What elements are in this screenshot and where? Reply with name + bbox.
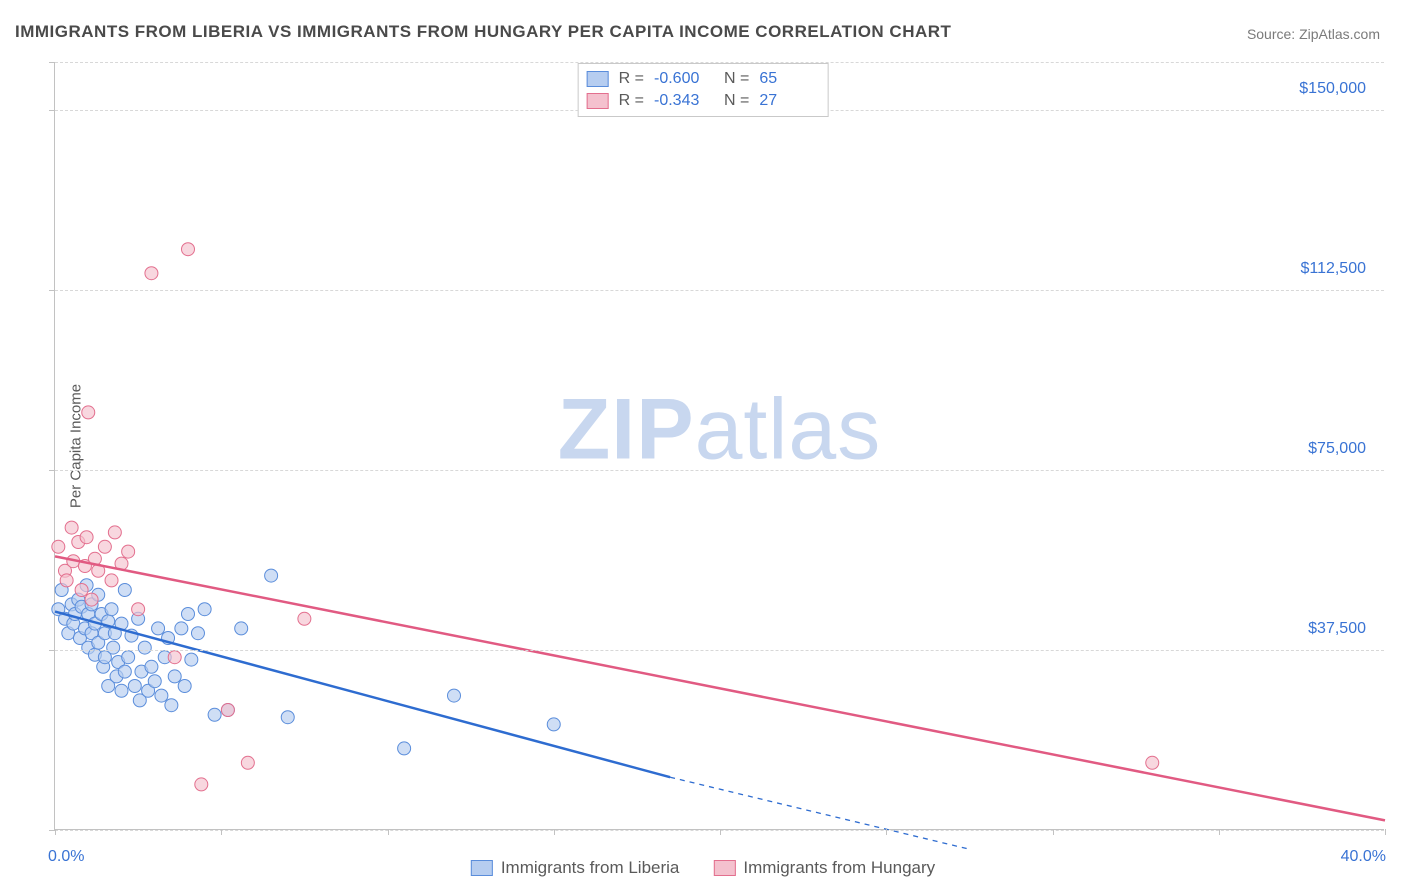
series-legend-item: Immigrants from Liberia — [471, 858, 680, 878]
data-point — [60, 574, 73, 587]
data-point — [122, 545, 135, 558]
data-point — [281, 711, 294, 724]
data-point — [118, 665, 131, 678]
legend-row: R = -0.343 N = 27 — [587, 90, 820, 112]
data-point — [165, 699, 178, 712]
legend-n-value: 27 — [759, 92, 819, 110]
data-point — [115, 684, 128, 697]
regression-line — [55, 556, 1385, 820]
data-point — [175, 622, 188, 635]
data-point — [98, 540, 111, 553]
correlation-legend: R = -0.600 N = 65 R = -0.343 N = 27 — [578, 63, 829, 117]
data-point — [198, 603, 211, 616]
legend-row: R = -0.600 N = 65 — [587, 68, 820, 90]
data-point — [105, 574, 118, 587]
data-point — [182, 243, 195, 256]
data-point — [105, 603, 118, 616]
data-point — [448, 689, 461, 702]
data-point — [241, 756, 254, 769]
x-min-label: 0.0% — [48, 848, 84, 866]
data-point — [145, 267, 158, 280]
source-link[interactable]: ZipAtlas.com — [1299, 26, 1380, 42]
y-tick-label: $37,500 — [1308, 620, 1366, 638]
data-point — [168, 670, 181, 683]
data-point — [235, 622, 248, 635]
chart-svg — [55, 62, 1384, 829]
data-point — [191, 627, 204, 640]
legend-r-value: -0.343 — [654, 92, 714, 110]
data-point — [145, 660, 158, 673]
data-point — [178, 680, 191, 693]
data-point — [298, 612, 311, 625]
data-point — [128, 680, 141, 693]
data-point — [398, 742, 411, 755]
data-point — [195, 778, 208, 791]
chart-title: IMMIGRANTS FROM LIBERIA VS IMMIGRANTS FR… — [15, 22, 951, 42]
data-point — [148, 675, 161, 688]
data-point — [138, 641, 151, 654]
legend-swatch — [471, 860, 493, 876]
y-tick-label: $75,000 — [1308, 440, 1366, 458]
data-point — [80, 531, 93, 544]
data-point — [547, 718, 560, 731]
source-label: Source: — [1247, 26, 1295, 42]
data-point — [85, 593, 98, 606]
series-name: Immigrants from Liberia — [501, 858, 680, 878]
data-point — [75, 584, 88, 597]
legend-swatch — [587, 93, 609, 109]
data-point — [122, 651, 135, 664]
series-legend-item: Immigrants from Hungary — [713, 858, 935, 878]
plot-area: ZIPatlas $37,500$75,000$112,500$150,000 — [54, 62, 1384, 830]
series-name: Immigrants from Hungary — [743, 858, 935, 878]
legend-swatch — [713, 860, 735, 876]
x-max-label: 40.0% — [1341, 848, 1386, 866]
y-tick-label: $112,500 — [1300, 260, 1366, 278]
data-point — [108, 526, 121, 539]
chart-source: Source: ZipAtlas.com — [1247, 26, 1380, 42]
data-point — [107, 641, 120, 654]
data-point — [1146, 756, 1159, 769]
legend-r-label: R = — [619, 92, 644, 110]
data-point — [168, 651, 181, 664]
data-point — [221, 704, 234, 717]
legend-n-value: 65 — [759, 70, 819, 88]
data-point — [52, 540, 65, 553]
legend-swatch — [587, 71, 609, 87]
data-point — [208, 708, 221, 721]
data-point — [65, 521, 78, 534]
data-point — [182, 608, 195, 621]
legend-r-value: -0.600 — [654, 70, 714, 88]
data-point — [118, 584, 131, 597]
data-point — [265, 569, 278, 582]
data-point — [82, 406, 95, 419]
data-point — [132, 603, 145, 616]
series-legend: Immigrants from Liberia Immigrants from H… — [471, 858, 935, 878]
y-tick-label: $150,000 — [1299, 80, 1366, 98]
regression-line-extrapolated — [670, 777, 969, 849]
data-point — [185, 653, 198, 666]
legend-n-label: N = — [724, 70, 749, 88]
legend-n-label: N = — [724, 92, 749, 110]
legend-r-label: R = — [619, 70, 644, 88]
data-point — [152, 622, 165, 635]
data-point — [155, 689, 168, 702]
